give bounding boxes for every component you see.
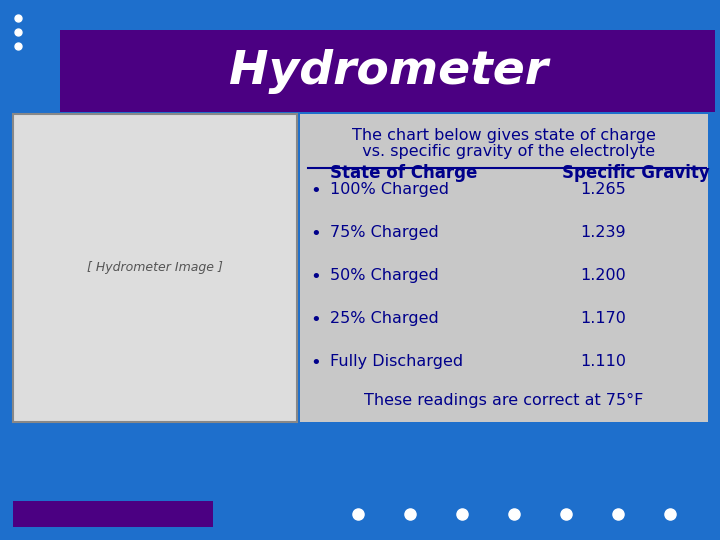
Text: 1.239: 1.239 (580, 225, 626, 240)
Text: •: • (310, 225, 321, 243)
Text: State of Charge: State of Charge (330, 164, 477, 182)
Text: The chart below gives state of charge: The chart below gives state of charge (352, 128, 656, 143)
Text: Hydrometer: Hydrometer (228, 49, 547, 93)
Text: 75% Charged: 75% Charged (330, 225, 438, 240)
Text: [ Hydrometer Image ]: [ Hydrometer Image ] (87, 261, 223, 274)
Bar (13, 114, 297, 422)
Text: 50% Charged: 50% Charged (330, 268, 438, 283)
Bar (60, 30, 715, 112)
Text: •: • (310, 354, 321, 372)
Text: 25% Charged: 25% Charged (330, 311, 438, 326)
Text: Specific Gravity: Specific Gravity (562, 164, 710, 182)
Text: 1.170: 1.170 (580, 311, 626, 326)
Text: These readings are correct at 75°F: These readings are correct at 75°F (364, 393, 644, 408)
Bar (13, 501, 213, 527)
Text: Fully Discharged: Fully Discharged (330, 354, 463, 369)
Text: •: • (310, 182, 321, 200)
Bar (300, 114, 708, 422)
Text: 100% Charged: 100% Charged (330, 182, 449, 197)
Text: •: • (310, 311, 321, 329)
Text: 1.110: 1.110 (580, 354, 626, 369)
Text: 1.200: 1.200 (580, 268, 626, 283)
Text: •: • (310, 268, 321, 286)
Text: vs. specific gravity of the electrolyte: vs. specific gravity of the electrolyte (352, 144, 656, 159)
Text: 1.265: 1.265 (580, 182, 626, 197)
